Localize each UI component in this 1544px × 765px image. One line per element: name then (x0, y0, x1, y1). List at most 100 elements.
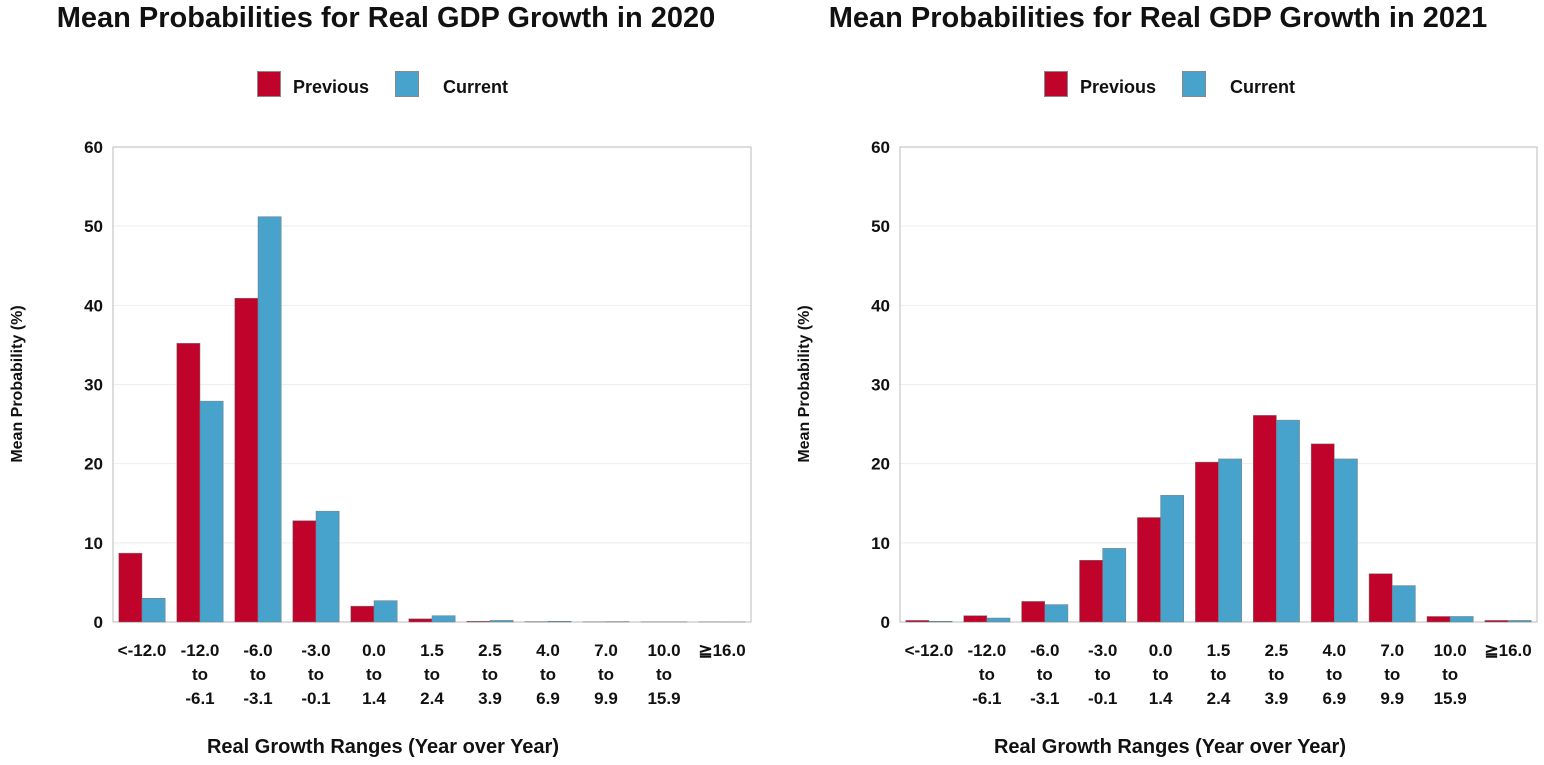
bar-current (315, 510, 340, 623)
x-tick-label: 2.4 (1207, 689, 1231, 708)
bar-previous (118, 552, 143, 623)
x-tick-label: to (1037, 665, 1053, 684)
x-tick-label: 10.0 (647, 641, 680, 660)
bar-current (1391, 585, 1416, 623)
x-tick-label: 7.0 (1380, 641, 1404, 660)
bar-previous (1021, 601, 1046, 623)
y-tick-label: 60 (871, 138, 890, 157)
x-tick-label: 1.5 (420, 641, 444, 660)
x-tick-label: 1.4 (1149, 689, 1173, 708)
y-tick-label: 40 (871, 296, 890, 315)
bar-current (1044, 604, 1069, 623)
x-tick-label: 2.4 (420, 689, 444, 708)
x-tick-label: 2.5 (1265, 641, 1289, 660)
chart-panel-2020: Mean Probabilities for Real GDP Growth i… (9, 2, 752, 758)
chart-title: Mean Probabilities for Real GDP Growth i… (56, 2, 716, 34)
x-tick-label: 15.9 (647, 689, 680, 708)
bar-previous (234, 297, 259, 623)
x-tick-label: to (1268, 665, 1284, 684)
bar-previous (466, 620, 491, 623)
x-tick-label: <-12.0 (118, 641, 167, 660)
plot-area: 0 10 20 30 40 50 60 <-12.0 -12.0 to -6.1 -6.0 to -3.1… (84, 138, 752, 708)
x-tick-label: 1.4 (362, 689, 386, 708)
x-tick-label: 3.9 (478, 689, 502, 708)
x-tick-label: -12.0 (967, 641, 1006, 660)
bar-current (1276, 419, 1300, 623)
x-tick-label: to (1153, 665, 1169, 684)
x-tick-label: to (250, 665, 266, 684)
x-tick-label: 10.0 (1434, 641, 1467, 660)
x-tick-label: to (424, 665, 440, 684)
bar-current (1160, 495, 1184, 623)
y-tick-label: 20 (84, 455, 103, 474)
bar-current (489, 620, 514, 623)
y-tick-label: 50 (84, 217, 103, 236)
bar-previous (1137, 517, 1161, 623)
x-tick-label: to (1384, 665, 1400, 684)
bar-previous (1310, 443, 1335, 623)
x-tick-label: to (1210, 665, 1226, 684)
bar-previous (1253, 415, 1277, 623)
x-tick-label: to (366, 665, 382, 684)
y-tick-label: 60 (84, 138, 103, 157)
legend-label-current: Current (443, 77, 509, 97)
bar-previous (350, 605, 375, 623)
y-tick-label: 20 (871, 455, 890, 474)
x-tick-label: to (482, 665, 498, 684)
x-tick-label: to (979, 665, 995, 684)
bar-current (257, 216, 282, 623)
legend-swatch-previous (257, 71, 281, 97)
x-tick-label: -3.0 (1088, 641, 1117, 660)
x-tick-label: to (1095, 665, 1111, 684)
y-tick-label: 0 (881, 613, 890, 632)
x-tick-label: -3.0 (301, 641, 330, 660)
x-tick-label: 7.0 (594, 641, 618, 660)
bar-current (141, 598, 166, 623)
bar-previous (1426, 616, 1451, 623)
bar-current (928, 620, 953, 623)
x-tick-label: ≧16.0 (1484, 641, 1531, 660)
x-tick-label: 1.5 (1207, 641, 1231, 660)
x-tick-label: -3.1 (1030, 689, 1059, 708)
x-tick-label: 4.0 (1322, 641, 1346, 660)
y-tick-label: 30 (84, 376, 103, 395)
x-axis-label: Real Growth Ranges (Year over Year) (206, 736, 560, 758)
bar-previous (292, 520, 317, 623)
legend: Previous Current (1044, 71, 1304, 99)
x-tick-label: 3.9 (1265, 689, 1289, 708)
bar-current (1507, 620, 1532, 623)
bar-current (547, 620, 572, 623)
bar-current (1102, 548, 1127, 623)
x-tick-label: 15.9 (1434, 689, 1467, 708)
x-tick-label: -6.0 (1030, 641, 1059, 660)
legend-label-current: Current (1230, 77, 1296, 97)
x-tick-label: 4.0 (536, 641, 560, 660)
x-tick-label: to (192, 665, 208, 684)
bar-current (1449, 616, 1474, 623)
bar-current (431, 615, 456, 623)
bar-previous (1079, 560, 1103, 623)
x-tick-label: 2.5 (478, 641, 502, 660)
x-tick-label: ≧16.0 (698, 641, 745, 660)
legend: Previous Current (257, 71, 517, 99)
x-tick-label: to (1326, 665, 1342, 684)
y-tick-label: 30 (871, 376, 890, 395)
x-tick-label: -6.1 (972, 689, 1001, 708)
legend-swatch-current (1182, 71, 1206, 97)
legend-swatch-previous (1044, 71, 1068, 97)
x-tick-label: -6.1 (185, 689, 214, 708)
x-tick-label: -0.1 (1088, 689, 1117, 708)
bar-current (986, 617, 1011, 623)
x-tick-label: to (308, 665, 324, 684)
x-tick-label: to (598, 665, 614, 684)
y-tick-label: 50 (871, 217, 890, 236)
bar-current (1334, 458, 1358, 623)
bar-previous (1195, 461, 1219, 623)
x-axis-label: Real Growth Ranges (Year over Year) (993, 736, 1347, 758)
x-tick-label: 6.9 (536, 689, 560, 708)
bar-previous (408, 618, 433, 623)
bar-current (199, 400, 224, 623)
x-tick-label: 6.9 (1322, 689, 1346, 708)
bar-current (373, 600, 398, 623)
x-tick-label: -0.1 (301, 689, 330, 708)
